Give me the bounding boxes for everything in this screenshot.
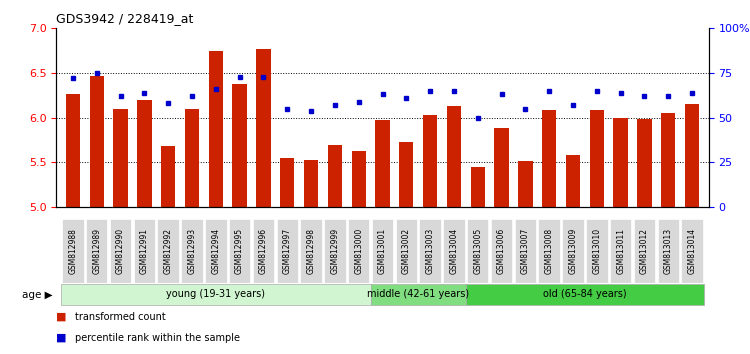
FancyBboxPatch shape — [562, 218, 584, 283]
Text: GSM812988: GSM812988 — [68, 228, 77, 274]
FancyBboxPatch shape — [182, 218, 203, 283]
Text: GSM813010: GSM813010 — [592, 228, 602, 274]
FancyBboxPatch shape — [253, 218, 274, 283]
Text: GSM812991: GSM812991 — [140, 228, 148, 274]
Text: ■: ■ — [56, 333, 67, 343]
FancyBboxPatch shape — [134, 218, 155, 283]
Text: GSM812997: GSM812997 — [283, 228, 292, 274]
Bar — [137, 100, 152, 207]
FancyBboxPatch shape — [370, 284, 466, 305]
Bar — [590, 110, 604, 207]
Text: GSM813011: GSM813011 — [616, 228, 626, 274]
FancyBboxPatch shape — [443, 218, 465, 283]
Bar — [399, 142, 413, 207]
Bar — [66, 93, 80, 207]
FancyBboxPatch shape — [490, 218, 512, 283]
FancyBboxPatch shape — [158, 218, 179, 283]
Bar — [638, 120, 652, 207]
FancyBboxPatch shape — [586, 218, 608, 283]
FancyBboxPatch shape — [300, 218, 322, 283]
Text: GSM812996: GSM812996 — [259, 228, 268, 274]
Bar — [328, 144, 342, 207]
FancyBboxPatch shape — [62, 218, 84, 283]
FancyBboxPatch shape — [61, 284, 370, 305]
Bar — [280, 158, 295, 207]
Text: GSM812993: GSM812993 — [188, 228, 196, 274]
FancyBboxPatch shape — [324, 218, 346, 283]
Text: age ▶: age ▶ — [22, 290, 53, 300]
Text: GSM813004: GSM813004 — [449, 228, 458, 274]
Text: GSM812989: GSM812989 — [92, 228, 101, 274]
FancyBboxPatch shape — [86, 218, 107, 283]
Text: GDS3942 / 228419_at: GDS3942 / 228419_at — [56, 12, 194, 25]
Bar — [685, 104, 699, 207]
Bar — [470, 167, 485, 207]
Text: GSM813000: GSM813000 — [354, 228, 363, 274]
Bar — [375, 120, 390, 207]
FancyBboxPatch shape — [467, 218, 488, 283]
Bar — [232, 84, 247, 207]
Text: middle (42-61 years): middle (42-61 years) — [368, 289, 470, 299]
FancyBboxPatch shape — [419, 218, 441, 283]
Bar — [661, 113, 676, 207]
Bar — [184, 109, 200, 207]
FancyBboxPatch shape — [277, 218, 298, 283]
Text: GSM812992: GSM812992 — [164, 228, 172, 274]
Bar — [447, 106, 461, 207]
FancyBboxPatch shape — [634, 218, 656, 283]
Text: GSM813005: GSM813005 — [473, 228, 482, 274]
FancyBboxPatch shape — [538, 218, 560, 283]
Text: GSM813008: GSM813008 — [544, 228, 554, 274]
FancyBboxPatch shape — [372, 218, 393, 283]
Text: GSM813002: GSM813002 — [402, 228, 411, 274]
Text: GSM813013: GSM813013 — [664, 228, 673, 274]
Text: GSM813001: GSM813001 — [378, 228, 387, 274]
Text: transformed count: transformed count — [75, 312, 166, 321]
FancyBboxPatch shape — [681, 218, 703, 283]
FancyBboxPatch shape — [229, 218, 251, 283]
Text: percentile rank within the sample: percentile rank within the sample — [75, 333, 240, 343]
FancyBboxPatch shape — [466, 284, 704, 305]
Bar — [423, 115, 437, 207]
Bar — [209, 51, 223, 207]
Bar — [161, 146, 176, 207]
FancyBboxPatch shape — [205, 218, 226, 283]
Text: old (65-84 years): old (65-84 years) — [543, 289, 627, 299]
FancyBboxPatch shape — [610, 218, 632, 283]
FancyBboxPatch shape — [110, 218, 131, 283]
Text: GSM812994: GSM812994 — [211, 228, 220, 274]
Bar — [542, 110, 556, 207]
Text: GSM812990: GSM812990 — [116, 228, 125, 274]
FancyBboxPatch shape — [348, 218, 370, 283]
Text: ■: ■ — [56, 312, 67, 321]
Bar — [566, 155, 580, 207]
Text: GSM813003: GSM813003 — [426, 228, 435, 274]
Bar — [518, 161, 532, 207]
FancyBboxPatch shape — [395, 218, 417, 283]
Bar — [113, 109, 128, 207]
Text: GSM813007: GSM813007 — [521, 228, 530, 274]
Text: GSM812999: GSM812999 — [330, 228, 339, 274]
Text: GSM813006: GSM813006 — [497, 228, 506, 274]
Bar — [256, 49, 271, 207]
Text: GSM813014: GSM813014 — [688, 228, 697, 274]
FancyBboxPatch shape — [658, 218, 679, 283]
FancyBboxPatch shape — [514, 218, 536, 283]
Bar — [89, 76, 104, 207]
Bar — [494, 129, 508, 207]
Bar — [614, 118, 628, 207]
Bar — [352, 151, 366, 207]
Text: GSM813012: GSM813012 — [640, 228, 649, 274]
Bar — [304, 160, 318, 207]
Text: GSM812995: GSM812995 — [235, 228, 244, 274]
Text: young (19-31 years): young (19-31 years) — [166, 289, 266, 299]
Text: GSM812998: GSM812998 — [307, 228, 316, 274]
Text: GSM813009: GSM813009 — [568, 228, 578, 274]
